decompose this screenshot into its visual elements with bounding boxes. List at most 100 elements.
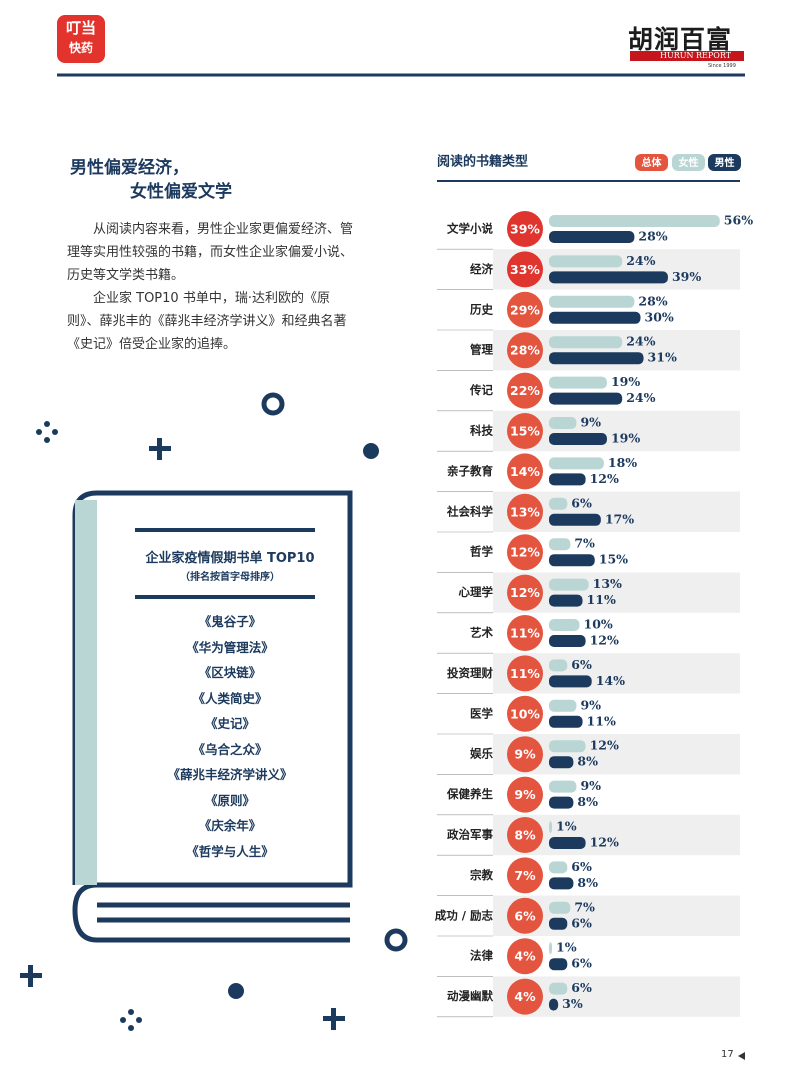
bar (549, 457, 604, 470)
legend-label: 男性 (715, 156, 735, 169)
total-label: 12% (510, 545, 540, 560)
total-label: 11% (510, 666, 540, 681)
bar (549, 699, 577, 712)
logo-right: 胡润百富 (628, 25, 733, 54)
value-label: 24% (626, 253, 655, 268)
logo-sub: HURUN REPORT (660, 51, 732, 60)
value-label: 13% (593, 576, 622, 591)
book-item: 《史记》 (204, 716, 255, 731)
page-number: 17 (721, 1049, 734, 1060)
bar (549, 352, 644, 365)
bar (549, 982, 568, 995)
bar (549, 554, 595, 567)
category-label: 心理学 (459, 585, 494, 599)
book-item: 《区块链》 (198, 665, 262, 680)
legend-swatch (708, 154, 741, 171)
value-label: 28% (638, 229, 667, 244)
bar (549, 538, 571, 551)
total-circle (507, 776, 543, 813)
legend-swatch (672, 154, 705, 171)
category-label: 医学 (470, 706, 493, 720)
bar (549, 417, 577, 429)
category-label: 政治军事 (447, 828, 493, 842)
total-circle (507, 978, 543, 1015)
value-label: 31% (648, 350, 677, 365)
total-circle (507, 897, 543, 934)
total-circle (507, 574, 543, 611)
total-circle (507, 211, 543, 247)
value-label: 30% (645, 309, 674, 324)
logo-text: 叮当 (65, 19, 96, 37)
paragraph: 从阅读内容来看，男性企业家更偏爱经济、管理等实用性较强的书籍，而女性企业家偏爱小… (67, 222, 354, 283)
total-circle (507, 534, 543, 571)
legend-label: 总体 (642, 156, 663, 169)
total-label: 6% (514, 908, 536, 923)
value-label: 6% (571, 657, 592, 672)
heading: 女性偏爱文学 (130, 182, 232, 202)
book-item: 《哲学与人生》 (186, 843, 274, 859)
value-label: 1% (556, 940, 577, 955)
value-label: 9% (580, 415, 601, 430)
total-label: 29% (510, 302, 540, 317)
bar (549, 433, 607, 445)
bar (549, 901, 571, 914)
total-label: 8% (514, 828, 536, 843)
value-label: 8% (577, 875, 598, 890)
bar (549, 942, 553, 955)
category-label: 管理 (470, 343, 493, 357)
bar (549, 715, 583, 728)
logo-text: 快药 (68, 41, 93, 55)
bar (549, 295, 635, 308)
category-label: 科技 (470, 424, 493, 438)
value-label: 12% (590, 738, 619, 753)
page-arrow (738, 1052, 745, 1060)
value-label: 3% (562, 996, 583, 1011)
value-label: 24% (626, 334, 655, 349)
category-label: 哲学 (470, 545, 493, 559)
dots (20, 421, 379, 1031)
value-label: 28% (638, 293, 667, 308)
total-label: 15% (510, 424, 540, 439)
chart: 阅读的书籍类型 总体 女性 男性文学小说经济历史管理传记科技亲子教育社会科学哲学心理… (435, 154, 753, 1018)
value-label: 8% (577, 794, 598, 809)
category-label: 法律 (470, 949, 493, 963)
total-label: 4% (514, 989, 536, 1004)
value-label: 14% (596, 673, 625, 688)
bar (549, 837, 586, 849)
bar (549, 376, 607, 389)
value-label: 9% (580, 778, 601, 793)
total-label: 22% (510, 383, 540, 398)
bar (549, 497, 568, 510)
bar (549, 619, 580, 631)
total-circle (507, 615, 543, 651)
bar (549, 336, 623, 349)
chart-title: 阅读的书籍类型 (437, 154, 528, 170)
book-item: 《人类简史》 (192, 690, 268, 706)
bar (549, 780, 577, 793)
category-label: 投资理财 (447, 666, 493, 680)
total-label: 12% (510, 585, 540, 600)
category-label: 宗教 (470, 868, 493, 882)
value-label: 11% (587, 592, 616, 607)
bar (549, 311, 641, 324)
book-item: 《薛兆丰经济学讲义》 (167, 767, 293, 782)
total-circle (507, 655, 543, 692)
total-circle (507, 251, 543, 288)
total-label: 11% (510, 626, 540, 641)
book-item: 《庆余年》 (198, 818, 262, 833)
booklist-subtitle: （排名按首字母排序） (180, 572, 280, 583)
bar (549, 271, 668, 284)
value-label: 18% (608, 455, 637, 470)
category-label: 艺术 (470, 626, 493, 640)
total-circle (507, 938, 543, 975)
total-circle (507, 291, 543, 328)
book-item: 《鬼谷子》 (198, 614, 262, 629)
total-circle (507, 493, 543, 530)
total-label: 9% (514, 747, 536, 762)
category-label: 成功 / 励志 (435, 908, 494, 922)
value-label: 1% (556, 819, 577, 834)
value-label: 12% (590, 471, 619, 486)
value-label: 6% (571, 859, 592, 874)
